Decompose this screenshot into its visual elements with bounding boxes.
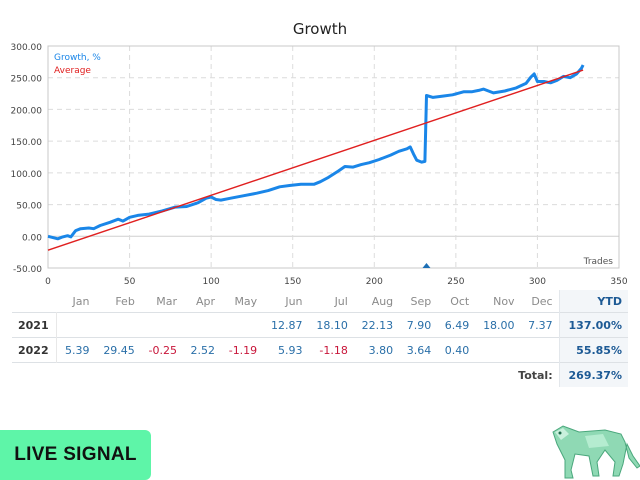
legend-entry: Average — [54, 66, 91, 76]
month-value-cell — [520, 337, 560, 363]
y-tick-label: 50.00 — [16, 202, 42, 212]
month-header: Dec — [531, 294, 553, 308]
x-tick-label: 300 — [529, 277, 546, 287]
y-tick-label: 300.00 — [11, 43, 43, 53]
month-value-cell: 22.13 — [353, 312, 400, 338]
legend-entry: Growth, % — [54, 53, 101, 63]
robot-panther-logo — [552, 425, 640, 479]
month-value-cell — [182, 312, 222, 338]
table-row: 2022 5.39 29.45 -0.25 2.52 -1.19 5.93 -1.18 3.80… — [12, 337, 628, 363]
table-row: 2021 12.87 18.10 22.13 7.90 6.49 18.00 7.37 137.… — [12, 312, 628, 338]
deposit-marker-icon — [422, 263, 431, 268]
month-header: Jun — [285, 294, 303, 308]
growth-series-line — [47, 64, 585, 241]
month-value-cell: 5.93 — [263, 337, 309, 363]
month-value-cell — [221, 312, 264, 338]
month-value-cell — [95, 312, 141, 338]
y-tick-label: -50.00 — [13, 265, 42, 275]
total-value: 269.37% — [558, 362, 628, 387]
monthly-returns-table: Jan Feb Mar Apr May Jun Jul Aug Sep Oct Nov Dec YTD … — [12, 290, 628, 387]
year-cell: 2021 — [12, 312, 58, 338]
year-cell: 2022 — [12, 337, 58, 363]
x-tick-label: 150 — [284, 277, 301, 287]
month-value-cell: 3.80 — [353, 337, 400, 363]
ytd-cell: 55.85% — [558, 337, 628, 363]
growth-chart: 300.00 250.00 200.00 150.00 100.00 50.00 0.00 -… — [11, 43, 628, 287]
y-tick-label: 100.00 — [11, 170, 43, 180]
month-header: Oct — [450, 294, 470, 308]
month-header: Feb — [115, 294, 135, 308]
total-label: Total: — [12, 362, 560, 387]
ytd-cell: 137.00% — [558, 312, 628, 338]
month-value-cell: 5.39 — [56, 337, 96, 363]
average-series-line — [47, 69, 584, 251]
y-tick-label: 250.00 — [11, 75, 43, 85]
month-header: Aug — [371, 294, 394, 308]
month-header: Sep — [410, 294, 432, 308]
plot-area-border — [47, 45, 620, 269]
x-tick-label: 0 — [45, 277, 51, 287]
y-tick-label: 0.00 — [22, 233, 42, 243]
table-header-row: Jan Feb Mar Apr May Jun Jul Aug Sep Oct Nov Dec YTD — [12, 290, 628, 313]
month-value-cell: 7.90 — [399, 312, 438, 338]
month-value-cell: 18.00 — [475, 312, 521, 338]
month-value-cell: 0.40 — [437, 337, 476, 363]
month-value-cell: 3.64 — [399, 337, 438, 363]
x-tick-label: 200 — [366, 277, 383, 287]
live-signal-button[interactable]: LIVE SIGNAL — [0, 430, 151, 480]
y-tick-label: 200.00 — [11, 106, 43, 116]
y-tick-label: 150.00 — [11, 138, 43, 148]
month-value-cell — [140, 312, 183, 338]
x-tick-label: 100 — [203, 277, 220, 287]
total-row: Total: 269.37% — [12, 362, 628, 387]
x-tick-label: 250 — [447, 277, 464, 287]
month-header: May — [234, 294, 258, 308]
month-value-cell: 6.49 — [437, 312, 476, 338]
month-header: Mar — [156, 294, 177, 308]
ytd-header: YTD — [558, 290, 628, 313]
chart-title: Growth — [292, 20, 348, 38]
x-tick-label: 350 — [610, 277, 627, 287]
month-header: Apr — [195, 294, 216, 308]
month-value-cell — [475, 337, 521, 363]
month-value-cell: 12.87 — [263, 312, 309, 338]
header-blank — [12, 290, 57, 313]
month-value-cell: -0.25 — [140, 337, 183, 363]
month-value-cell: -1.18 — [308, 337, 354, 363]
month-header: Nov — [493, 294, 515, 308]
month-header: Jan — [72, 294, 90, 308]
month-value-cell: 18.10 — [308, 312, 354, 338]
month-header: Jul — [334, 294, 348, 308]
month-value-cell: 29.45 — [95, 337, 141, 363]
month-value-cell — [56, 312, 96, 338]
month-value-cell: -1.19 — [221, 337, 264, 363]
x-tick-label: 50 — [124, 277, 136, 287]
x-axis-label: Trades — [583, 257, 614, 267]
month-value-cell: 7.37 — [520, 312, 560, 338]
month-value-cell: 2.52 — [182, 337, 222, 363]
